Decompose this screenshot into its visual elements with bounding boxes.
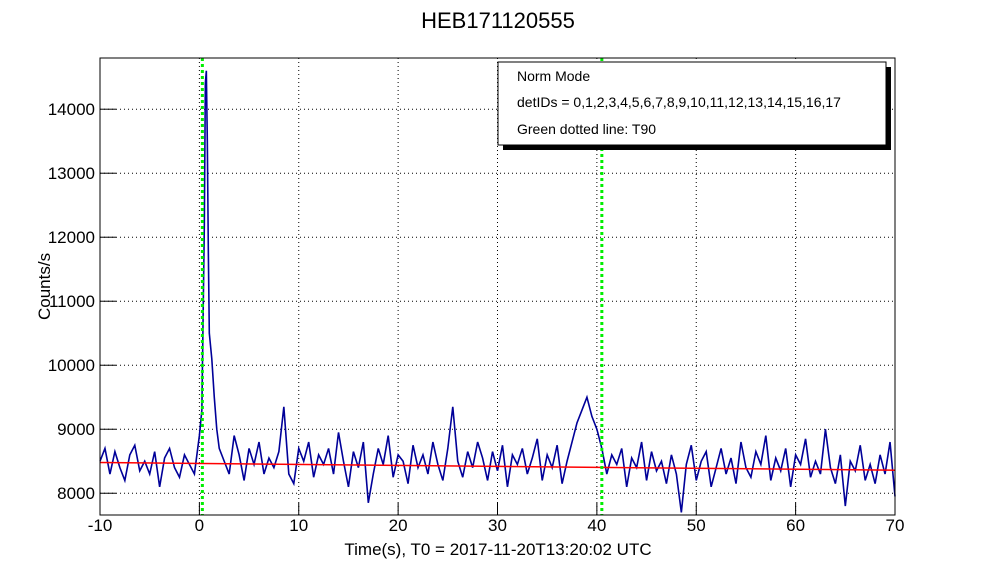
- x-tick-label: 60: [786, 516, 805, 535]
- series-line: [99, 70, 896, 513]
- y-tick-label: 9000: [57, 420, 95, 439]
- y-tick-label: 13000: [48, 164, 95, 183]
- y-tick-label: 14000: [48, 100, 95, 119]
- series-line: [99, 461, 896, 471]
- legend: [497, 61, 887, 146]
- y-tick-label: 8000: [57, 484, 95, 503]
- plot-frame: [99, 57, 896, 516]
- legend-text: Norm Mode: [517, 68, 590, 84]
- y-axis-label: Counts/s: [35, 253, 54, 320]
- legend-text: detIDs = 0,1,2,3,4,5,6,7,8,9,10,11,12,13…: [517, 94, 841, 110]
- chart-title: HEB171120555: [421, 8, 575, 33]
- legend-clip: detIDs = 0,1,2,3,4,5,6,7,8,9,10,11,12,13…: [517, 94, 841, 110]
- x-tick-label: 40: [587, 516, 606, 535]
- x-tick-label: 20: [389, 516, 408, 535]
- x-tick-label: 50: [687, 516, 706, 535]
- plot-area: -10 0 10 20 30 40 50 60 70 8000 9000 10000 11000 1200…: [48, 57, 905, 535]
- x-tick-label: 30: [488, 516, 507, 535]
- x-tick-label: 10: [289, 516, 308, 535]
- x-tick-label: 70: [886, 516, 905, 535]
- x-tick-label: 0: [195, 516, 204, 535]
- x-axis-label: Time(s), T0 = 2017-11-20T13:20:02 UTC: [344, 540, 651, 559]
- y-tick-label: 12000: [48, 228, 95, 247]
- x-tick-label: -10: [88, 516, 113, 535]
- legend-text: Green dotted line: T90: [517, 121, 656, 137]
- y-tick-label: 11000: [49, 292, 95, 311]
- y-tick-label: 10000: [48, 356, 95, 375]
